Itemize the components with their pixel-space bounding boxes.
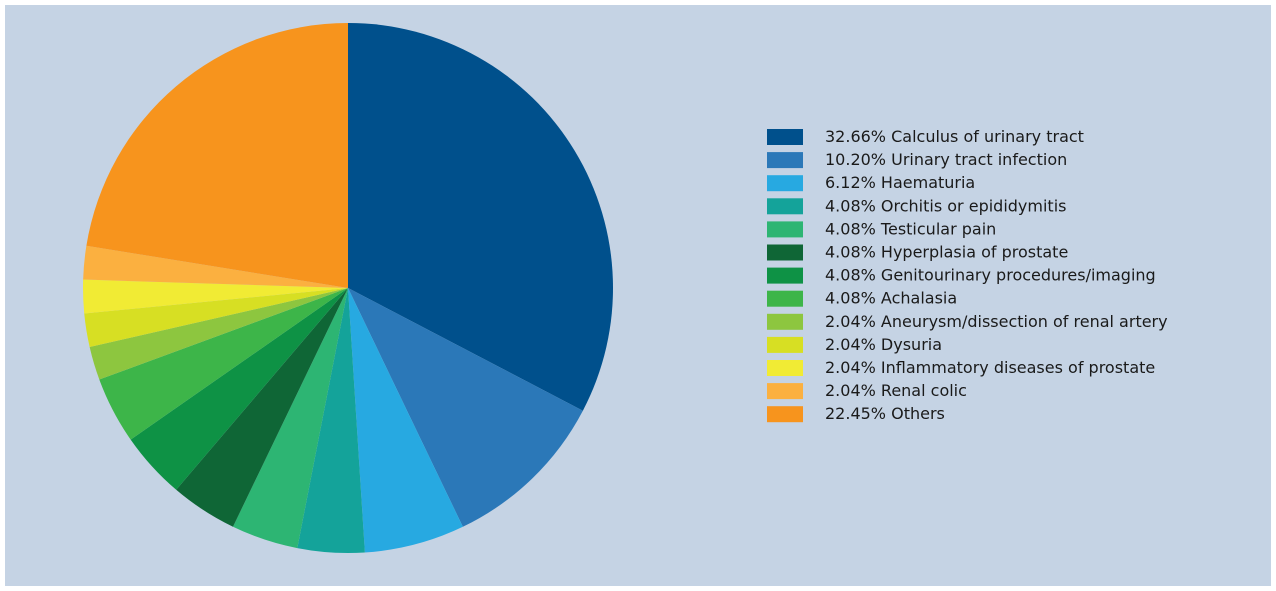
legend-value: 4.08%: [825, 196, 876, 215]
legend-name: Testicular pain: [880, 219, 996, 238]
legend-value: 2.04%: [825, 334, 876, 353]
legend-label: 2.04% Renal colic: [825, 381, 967, 400]
legend-label: 4.08% Testicular pain: [825, 219, 996, 238]
pie-slice: [130, 288, 348, 490]
legend-swatch: [767, 152, 803, 169]
legend-name: Others: [891, 404, 945, 423]
legend-name: Aneurysm/dissection of renal artery: [881, 311, 1168, 330]
legend-label: 4.08% Achalasia: [825, 288, 957, 307]
pie-slice: [84, 288, 349, 347]
pie-slice: [176, 288, 348, 527]
legend-swatch: [767, 336, 803, 353]
legend-value: 4.08%: [825, 265, 876, 284]
legend-label: 2.04% Dysuria: [825, 334, 942, 353]
legend-label: 4.08% Hyperplasia of prostate: [825, 242, 1068, 261]
legend-name: Haematuria: [881, 173, 975, 192]
pie-slice: [83, 245, 349, 288]
legend-label: 2.04% Aneurysm/dissection of renal arter…: [825, 311, 1168, 330]
legend-name: Achalasia: [881, 288, 957, 307]
legend-value: 22.45%: [825, 404, 886, 423]
legend-name: Genitourinary procedures/imaging: [881, 265, 1156, 284]
legend-swatch: [767, 406, 803, 423]
legend-label: 10.20% Urinary tract infection: [825, 150, 1067, 169]
legend-swatch: [767, 290, 803, 307]
legend-name: Orchitis or epididymitis: [881, 196, 1067, 215]
pie-slice: [99, 288, 348, 440]
legend-swatch: [767, 198, 803, 215]
pie-slice: [348, 288, 463, 553]
legend-swatch: [767, 221, 803, 238]
legend-value: 32.66%: [825, 127, 886, 146]
pie-slice: [348, 288, 583, 527]
pie-slice: [297, 288, 365, 553]
legend-label: 2.04% Inflammatory diseases of prostate: [825, 358, 1155, 377]
legend-swatch: [767, 244, 803, 261]
legend-name: Hyperplasia of prostate: [881, 242, 1068, 261]
legend-swatch: [767, 267, 803, 284]
pie-slice: [86, 23, 348, 288]
legend-label: 4.08% Orchitis or epididymitis: [825, 196, 1066, 215]
legend-value: 4.08%: [825, 288, 876, 307]
legend-label: 6.12% Haematuria: [825, 173, 975, 192]
pie-slice: [348, 23, 613, 411]
pie-slice: [232, 288, 348, 549]
pie-slice: [83, 279, 349, 314]
legend-name: Dysuria: [881, 334, 942, 353]
legend-value: 4.08%: [825, 242, 876, 261]
legend-label: 4.08% Genitourinary procedures/imaging: [825, 265, 1156, 284]
legend-name: Renal colic: [881, 381, 967, 400]
legend-value: 2.04%: [825, 381, 876, 400]
legend-label: 22.45% Others: [825, 404, 945, 423]
legend-value: 10.20%: [825, 150, 886, 169]
pie-slice: [89, 288, 348, 380]
legend-swatch: [767, 129, 803, 145]
legend-swatch: [767, 383, 803, 400]
legend-value: 2.04%: [825, 358, 876, 377]
legend-swatch: [767, 313, 803, 330]
legend-value: 2.04%: [825, 311, 876, 330]
legend-name: Calculus of urinary tract: [891, 127, 1084, 146]
legend-swatch: [767, 360, 803, 376]
legend-label: 32.66% Calculus of urinary tract: [825, 127, 1084, 146]
legend-value: 4.08%: [825, 219, 876, 238]
legend-swatch: [767, 175, 803, 192]
legend-name: Inflammatory diseases of prostate: [881, 358, 1155, 377]
legend-name: Urinary tract infection: [891, 150, 1067, 169]
legend-value: 6.12%: [825, 173, 876, 192]
